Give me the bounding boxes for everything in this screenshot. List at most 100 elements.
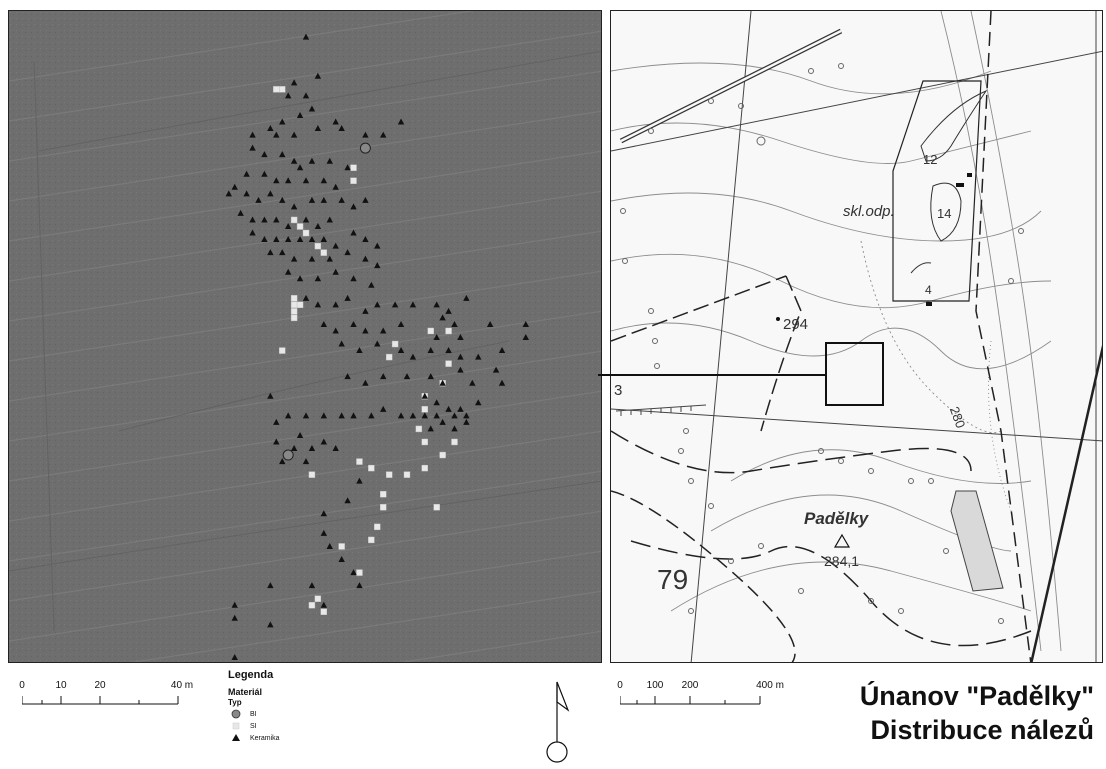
legend-heading: Materiál (228, 687, 263, 697)
find-keramika-90 (451, 320, 458, 327)
find-keramika-47 (261, 216, 268, 223)
find-si-11 (296, 301, 304, 309)
find-keramika-129 (433, 412, 440, 419)
find-keramika-139 (463, 418, 470, 425)
find-keramika-39 (290, 203, 298, 210)
find-si-0 (273, 86, 280, 93)
find-si-19 (445, 360, 452, 367)
find-keramika-49 (284, 222, 292, 229)
find-si-27 (368, 464, 375, 472)
aerial-photo-map (8, 10, 602, 663)
find-keramika-40 (308, 196, 316, 203)
find-keramika-128 (451, 412, 458, 419)
find-keramika-8 (279, 118, 286, 125)
find-keramika-138 (451, 425, 458, 432)
find-keramika-27 (261, 170, 268, 177)
find-keramika-2 (314, 72, 322, 79)
find-keramika-71 (374, 262, 381, 269)
find-keramika-152 (320, 438, 328, 445)
find-si-39 (356, 569, 363, 576)
find-keramika-107 (427, 347, 434, 354)
find-keramika-148 (290, 445, 298, 452)
topographic-map: skl.odp. 12 14 4 294 3 280 Padělky 284,1… (610, 10, 1103, 663)
find-keramika-106 (409, 353, 417, 360)
find-keramika-17 (397, 118, 405, 125)
find-si-22 (421, 406, 428, 413)
find-keramika-158 (326, 542, 333, 549)
left-scale-bar: 0 10 20 40 m (19, 680, 222, 720)
find-keramika-86 (433, 301, 440, 308)
find-keramika-99 (350, 320, 357, 327)
find-keramika-111 (498, 347, 506, 354)
find-si-10 (290, 301, 298, 309)
find-si-42 (320, 608, 328, 615)
find-si-3 (350, 177, 357, 184)
right-scale-bar: 0 100 200 400 m (617, 680, 820, 720)
find-si-29 (403, 471, 411, 478)
find-si-6 (302, 229, 310, 237)
find-keramika-157 (320, 529, 328, 536)
find-si-32 (451, 438, 458, 446)
find-keramika-146 (296, 431, 304, 438)
find-keramika-15 (362, 131, 369, 138)
find-keramika-72 (284, 268, 292, 275)
find-si-12 (290, 308, 298, 315)
find-si-37 (433, 504, 440, 511)
find-keramika-93 (486, 320, 494, 327)
right-scale-tick-0: 0 (617, 680, 623, 691)
find-keramika-120 (469, 379, 476, 386)
find-keramika-126 (475, 399, 482, 406)
label-14: 14 (937, 206, 951, 221)
find-keramika-51 (314, 222, 322, 229)
find-keramika-168 (231, 653, 238, 660)
find-keramika-134 (368, 412, 375, 419)
find-keramika-41 (320, 196, 328, 203)
right-scale-tick-100: 100 (646, 680, 664, 691)
find-keramika-100 (332, 327, 339, 334)
find-keramika-161 (356, 582, 363, 589)
find-keramika-82 (362, 307, 369, 314)
find-si-40 (308, 602, 316, 609)
grey-circle-icon (228, 709, 244, 719)
label-3: 3 (614, 382, 622, 399)
find-keramika-30 (302, 177, 310, 184)
find-keramika-75 (332, 268, 339, 275)
left-scale-tick-10: 10 (55, 680, 67, 691)
find-keramika-70 (362, 255, 369, 262)
find-keramika-116 (380, 373, 387, 380)
left-scale-tick-20: 20 (94, 680, 106, 691)
find-keramika-74 (314, 275, 322, 282)
label-padelky: Padělky (804, 509, 870, 528)
find-keramika-110 (475, 353, 482, 360)
find-keramika-118 (344, 373, 351, 380)
find-keramika-68 (326, 255, 333, 262)
find-keramika-34 (225, 190, 232, 197)
right-scale-tick-200: 200 (681, 680, 699, 691)
find-si-9 (290, 295, 298, 302)
find-keramika-131 (409, 412, 417, 419)
find-keramika-154 (356, 477, 363, 484)
find-keramika-94 (522, 320, 529, 327)
find-keramika-159 (338, 556, 345, 563)
find-keramika-7 (296, 111, 304, 118)
find-si-31 (439, 451, 446, 459)
find-keramika-1 (290, 79, 298, 86)
find-keramika-45 (237, 209, 244, 216)
find-keramika-18 (249, 144, 256, 151)
find-keramika-112 (492, 366, 500, 373)
find-keramika-5 (308, 105, 316, 112)
legend-item-si: SI (228, 720, 280, 732)
left-scale-tick-0: 0 (19, 680, 25, 691)
find-keramika-13 (314, 125, 322, 132)
find-keramika-73 (296, 275, 304, 282)
find-keramika-108 (445, 347, 452, 354)
find-keramika-124 (445, 405, 452, 412)
find-keramika-136 (338, 412, 345, 419)
find-keramika-23 (326, 157, 333, 164)
find-keramika-105 (397, 347, 405, 354)
find-si-26 (356, 458, 363, 465)
find-keramika-35 (243, 190, 250, 197)
find-keramika-28 (273, 177, 280, 184)
find-keramika-162 (308, 582, 316, 589)
find-keramika-91 (433, 334, 440, 340)
